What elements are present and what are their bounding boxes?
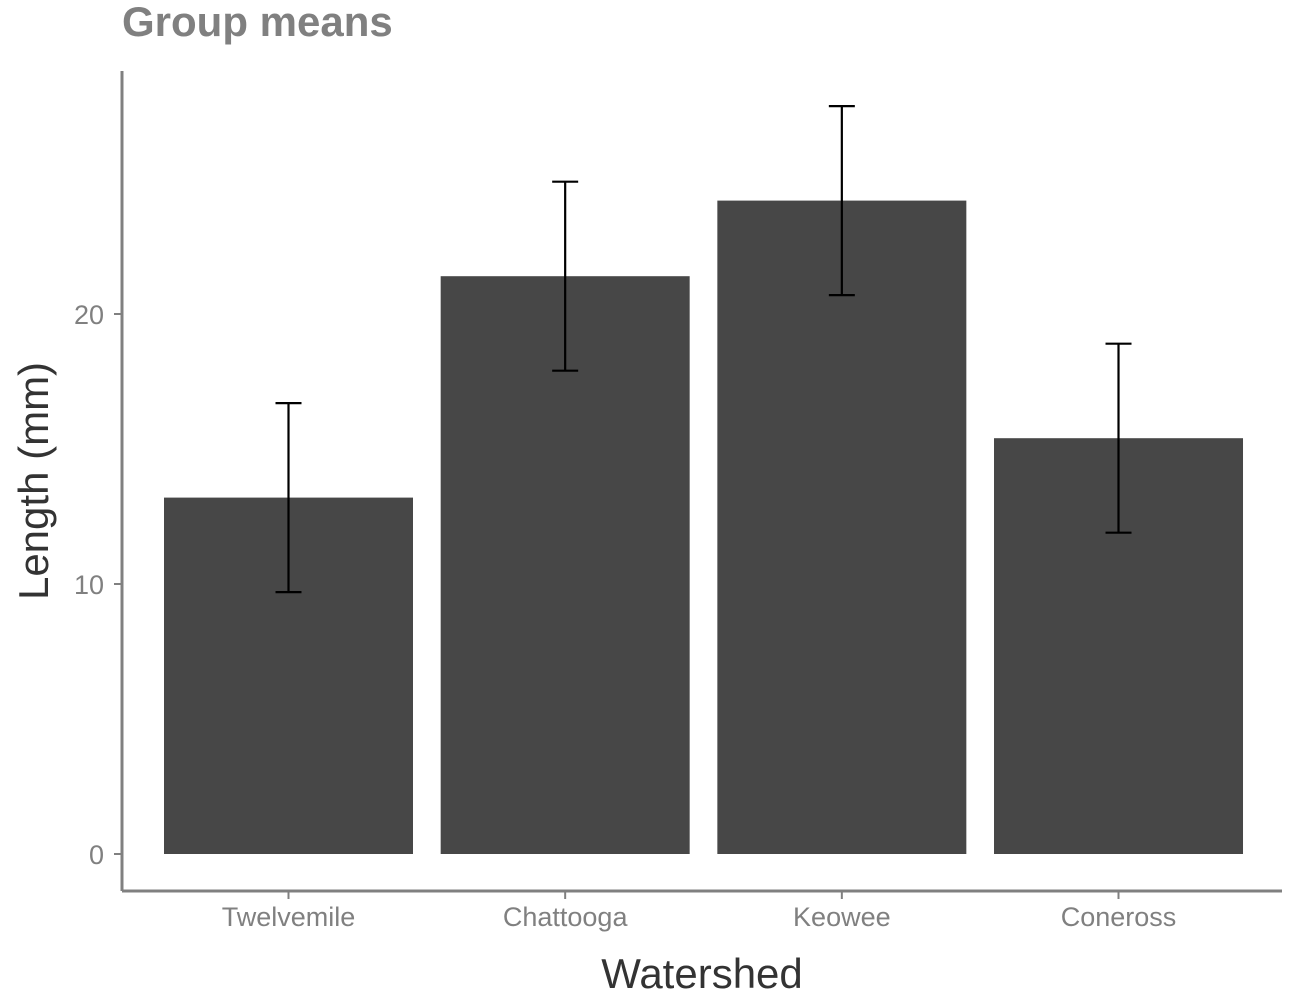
bar-keowee	[717, 200, 967, 855]
x-tick-label: Keowee	[793, 902, 891, 932]
chart-title: Group means	[122, 0, 393, 45]
y-tick-label: 10	[74, 570, 104, 600]
error-bars-group	[275, 104, 1132, 594]
y-axis-title: Length (mm)	[10, 362, 57, 600]
bars-group	[164, 200, 1244, 855]
x-tick-label: Coneross	[1061, 902, 1177, 932]
y-tick-label: 20	[74, 300, 104, 330]
error-bar-chattooga	[552, 180, 579, 372]
error-bar-coneross	[1105, 342, 1132, 534]
x-axis-ticks: Twelvemile Chattooga Keowee Coneross	[222, 891, 1177, 932]
x-axis-title: Watershed	[601, 950, 803, 997]
bar-chattooga	[440, 276, 690, 854]
error-bar-keowee	[828, 104, 855, 297]
y-axis-ticks: 0 10 20	[74, 300, 122, 870]
x-tick-label: Chattooga	[503, 902, 629, 932]
y-tick-label: 0	[89, 840, 104, 870]
error-bar-twelvemile	[275, 402, 302, 594]
x-tick-label: Twelvemile	[222, 902, 356, 932]
